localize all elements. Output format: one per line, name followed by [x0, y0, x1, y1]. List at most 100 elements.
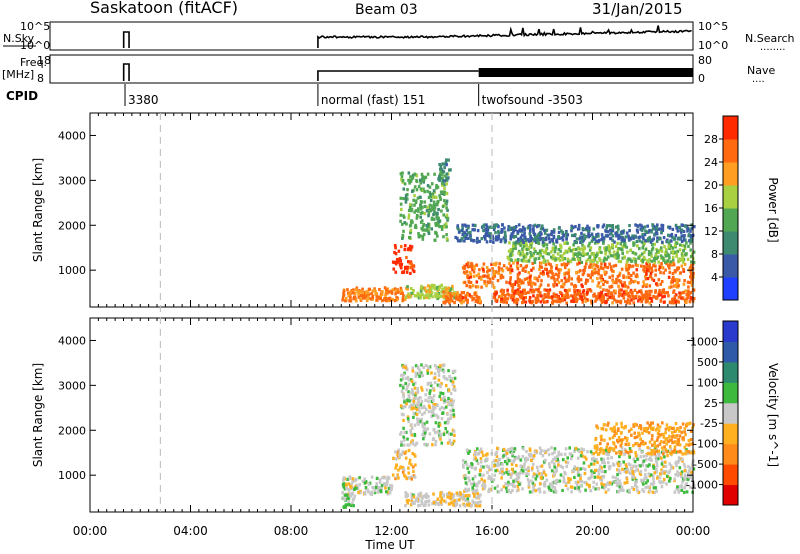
- heat-cell: [434, 223, 438, 228]
- colorbar-tick-label: 8: [711, 248, 718, 261]
- heat-cell: [517, 475, 521, 480]
- heat-cell: [348, 292, 352, 297]
- heat-cell: [566, 461, 570, 465]
- heat-cell: [435, 231, 438, 235]
- heat-cell: [419, 295, 422, 300]
- heat-cell: [633, 242, 636, 246]
- heat-cell: [515, 463, 518, 468]
- heat-cell: [602, 483, 606, 487]
- heat-cell: [621, 256, 625, 260]
- heat-cell: [465, 228, 469, 232]
- heat-cell: [565, 464, 569, 469]
- heat-cell: [581, 251, 585, 256]
- heat-cell: [432, 394, 436, 398]
- heat-cell: [431, 295, 434, 299]
- heat-cell: [384, 288, 388, 292]
- heat-cell: [370, 291, 374, 296]
- heat-cell: [438, 394, 442, 399]
- heat-cell: [461, 226, 464, 230]
- heat-cell: [583, 252, 587, 256]
- heat-cell: [636, 230, 640, 234]
- heat-cell: [357, 490, 360, 495]
- heat-cell: [376, 298, 379, 302]
- heat-cell: [668, 445, 672, 449]
- heat-cell: [551, 483, 554, 487]
- heat-cell: [447, 400, 450, 404]
- heat-cell: [626, 467, 630, 472]
- heat-cell: [543, 231, 547, 235]
- heat-cell: [476, 484, 479, 488]
- heat-cell: [677, 266, 681, 270]
- heat-cell: [404, 295, 408, 299]
- heat-cell: [492, 478, 496, 482]
- heat-cell: [633, 288, 637, 292]
- heat-cell: [523, 231, 526, 235]
- heat-cell: [674, 429, 678, 433]
- heat-cell: [596, 232, 600, 236]
- heat-cell: [441, 190, 444, 194]
- heat-cell: [679, 296, 683, 300]
- heat-cell: [552, 462, 556, 466]
- heat-cell: [464, 295, 468, 300]
- heat-cell: [438, 194, 441, 198]
- heat-cell: [538, 482, 542, 486]
- heat-cell: [427, 293, 431, 297]
- heat-cell: [501, 472, 504, 476]
- heat-cell: [686, 257, 690, 262]
- heat-cell: [505, 280, 508, 284]
- heat-cell: [423, 434, 426, 438]
- heat-cell: [466, 298, 469, 302]
- heat-cell: [516, 288, 520, 292]
- heat-cell: [410, 440, 413, 444]
- heat-cell: [642, 482, 645, 486]
- heat-cell: [664, 427, 668, 431]
- heat-cell: [641, 232, 644, 237]
- heat-cell: [525, 276, 529, 281]
- heat-cell: [438, 172, 442, 176]
- heat-cell: [373, 490, 377, 495]
- heat-cell: [441, 364, 445, 368]
- heat-cell: [615, 277, 618, 282]
- heat-cell: [609, 246, 613, 250]
- heat-cell: [635, 268, 639, 272]
- heat-cell: [465, 462, 468, 466]
- heat-cell: [533, 260, 537, 265]
- heat-cell: [663, 450, 666, 454]
- heat-cell: [612, 254, 616, 258]
- heat-cell: [452, 439, 456, 443]
- heat-cell: [470, 466, 474, 470]
- heat-cell: [537, 275, 541, 279]
- heat-cell: [344, 482, 347, 486]
- heat-cell: [441, 179, 445, 183]
- y-tick-label: 2000: [58, 219, 86, 232]
- heat-cell: [650, 248, 654, 252]
- heat-cell: [572, 254, 576, 258]
- heat-cell: [538, 293, 542, 298]
- heat-cell: [514, 289, 518, 293]
- heat-cell: [660, 249, 664, 253]
- heat-cell: [660, 291, 663, 295]
- heat-cell: [684, 238, 687, 242]
- heat-cell: [550, 446, 553, 450]
- heat-cell: [395, 257, 399, 262]
- heat-cell: [650, 443, 654, 447]
- heat-cell: [538, 446, 542, 450]
- heat-cell: [510, 472, 514, 476]
- heat-cell: [454, 293, 457, 297]
- heat-cell: [511, 454, 514, 458]
- heat-cell: [414, 223, 417, 228]
- heat-cell: [420, 412, 424, 417]
- heat-cell: [497, 269, 501, 273]
- heat-cell: [628, 451, 631, 455]
- heat-cell: [474, 489, 477, 493]
- heat-cell: [555, 478, 559, 482]
- heat-cell: [342, 292, 345, 296]
- heat-cell: [658, 237, 661, 241]
- heat-cell: [579, 484, 583, 488]
- heat-cell: [538, 267, 541, 272]
- heat-cell: [676, 249, 680, 253]
- heat-cell: [471, 223, 475, 227]
- heat-cell: [403, 247, 407, 252]
- heat-cell: [519, 241, 523, 245]
- heat-cell: [686, 226, 689, 230]
